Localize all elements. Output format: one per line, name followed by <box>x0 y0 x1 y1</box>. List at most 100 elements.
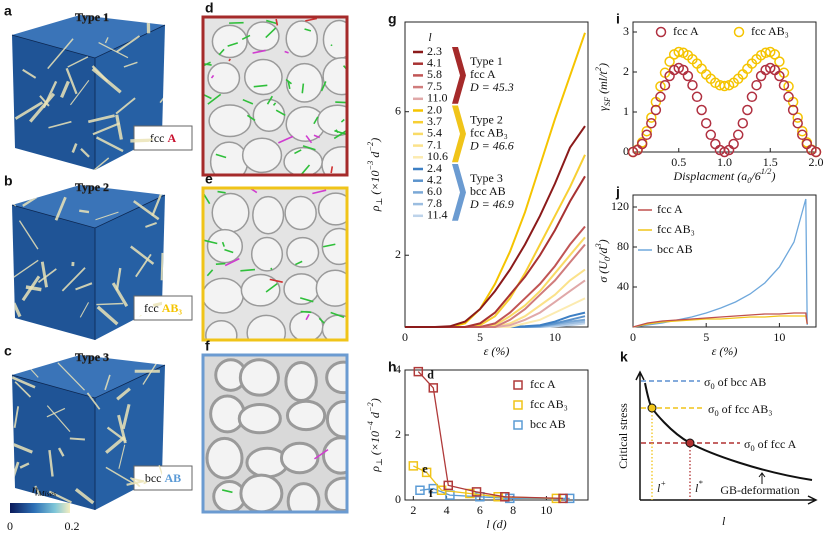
dislocation <box>335 129 339 134</box>
grain-boundary <box>123 61 138 68</box>
grain-boundary <box>142 167 165 170</box>
marker <box>696 104 707 116</box>
grain-boundary <box>160 252 165 281</box>
text-part: l <box>657 481 661 495</box>
dislocation <box>313 134 320 139</box>
micrograph-border <box>201 353 349 514</box>
grain-boundary <box>65 67 78 95</box>
grain-boundary <box>152 300 165 308</box>
grain-boundary <box>80 147 90 158</box>
dislocation <box>210 74 215 79</box>
grain <box>283 273 320 306</box>
text-part: l <box>695 481 699 495</box>
marker <box>728 138 739 150</box>
marker <box>421 467 432 478</box>
marker <box>673 46 684 58</box>
micrograph <box>203 17 347 175</box>
dislocation <box>224 248 234 254</box>
grain-boundary <box>130 185 153 186</box>
grain-boundary <box>14 381 32 398</box>
grain <box>205 436 244 480</box>
text-part: ) <box>596 63 610 68</box>
grain-boundary <box>67 56 89 68</box>
x-axis-label: l (d) <box>486 517 506 531</box>
grain-boundary <box>115 267 122 291</box>
grain <box>239 473 284 512</box>
dislocation <box>301 164 311 175</box>
grain-boundaries <box>12 185 165 340</box>
grain-boundary <box>25 285 42 292</box>
dislocation <box>275 109 286 117</box>
grain-boundary <box>91 67 122 94</box>
marker <box>465 488 475 499</box>
type-title: Type 2 <box>75 180 109 194</box>
colorbar-subscript: Mises <box>37 489 56 498</box>
text-part: d <box>368 151 382 161</box>
dislocation <box>340 118 345 123</box>
marker <box>705 129 717 141</box>
grain-boundary <box>115 114 123 140</box>
grain-boundary <box>117 414 127 444</box>
legend-swatch <box>655 26 667 38</box>
dislocation <box>215 262 226 266</box>
dislocation <box>221 241 225 247</box>
marker <box>746 91 758 103</box>
marker <box>558 493 568 504</box>
legend-label: 5.8 <box>427 67 442 81</box>
label-box <box>133 465 193 491</box>
subscript: ⊥ <box>375 198 384 206</box>
y-axis-label: σ (U0/d3) <box>594 239 612 282</box>
group-chevron <box>452 47 466 104</box>
grain-boundary <box>87 114 115 124</box>
legend-swatch <box>513 380 523 390</box>
grain <box>207 62 241 95</box>
cube-panel: a Type 1 fcc A <box>4 3 193 170</box>
grain-boundary <box>13 406 20 428</box>
grain <box>237 403 282 435</box>
x-tick-label: 2 <box>410 503 416 517</box>
grain-boundary <box>0 140 10 157</box>
y-axis-label: ρ⊥ (×10−4 d−2) <box>366 398 384 472</box>
grain-boundary <box>105 466 134 485</box>
grain-boundary <box>19 462 30 469</box>
marker <box>700 117 712 129</box>
legend-swatch <box>513 400 523 410</box>
legend-label: 3.7 <box>427 114 442 128</box>
legend-label: 2.0 <box>427 102 442 116</box>
panel-letter: f <box>205 338 210 354</box>
dislocation <box>314 448 329 460</box>
y-tick-label: 2 <box>395 427 401 441</box>
grain <box>289 310 324 340</box>
grain <box>240 273 281 307</box>
grain-boundary <box>159 88 165 104</box>
group-label: fcc A <box>470 67 496 81</box>
marker <box>655 91 666 103</box>
dislocation <box>265 282 278 293</box>
grain-boundary <box>136 325 163 340</box>
marker <box>810 146 822 158</box>
colorbar-min: 0 <box>7 519 13 533</box>
grain <box>325 400 347 439</box>
grain-boundary <box>13 443 33 454</box>
superscript: −4 <box>366 421 375 431</box>
marker <box>774 70 785 82</box>
dislocation <box>287 81 291 90</box>
legend-swatch <box>513 420 523 430</box>
legend-label: 2.3 <box>427 44 442 58</box>
dislocation <box>305 135 313 144</box>
dislocation <box>203 63 212 66</box>
y-tick-label: 40 <box>617 279 629 293</box>
grain-boundary <box>46 405 71 433</box>
x-tick-label: 4 <box>444 503 450 517</box>
series-line <box>417 371 564 500</box>
grain-boundary <box>0 111 10 125</box>
group-label: D = 46.9 <box>469 197 514 211</box>
grain-boundary <box>145 222 157 228</box>
text-part: /d <box>596 247 610 258</box>
marker <box>641 129 652 141</box>
grain-boundary <box>18 220 39 250</box>
legend-label: 11.4 <box>427 208 448 222</box>
